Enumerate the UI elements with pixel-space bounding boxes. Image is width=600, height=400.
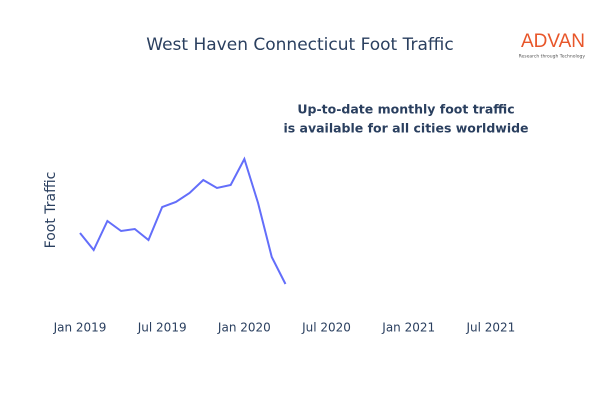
x-tick-label: Jul 2019 bbox=[137, 321, 187, 335]
x-tick-label: Jul 2021 bbox=[465, 321, 515, 335]
x-tick-label: Jan 2021 bbox=[381, 321, 435, 335]
logo-tagline: Research through Technology bbox=[519, 54, 586, 60]
chart-title: West Haven Connecticut Foot Traffic bbox=[146, 35, 453, 55]
x-tick-label: Jul 2020 bbox=[301, 321, 351, 335]
logo: ADVAN bbox=[521, 31, 585, 52]
y-axis-label: Foot Traffic bbox=[43, 172, 59, 249]
x-tick-label: Jan 2019 bbox=[53, 321, 107, 335]
x-tick-label: Jan 2020 bbox=[217, 321, 271, 335]
line bbox=[79, 156, 287, 285]
annotation: is available for all cities worldwide bbox=[283, 121, 528, 136]
annotation: Up-to-date monthly foot traffic bbox=[297, 102, 514, 117]
